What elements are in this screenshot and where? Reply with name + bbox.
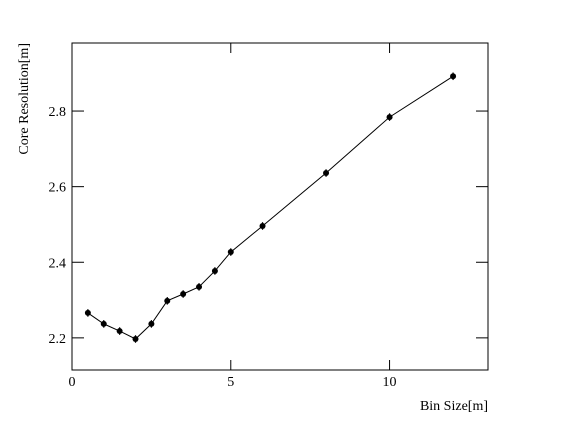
data-point (196, 283, 203, 290)
data-point (180, 291, 187, 298)
data-point (84, 309, 91, 316)
y-axis-label: Core Resolution[m] (17, 43, 32, 155)
data-point (164, 297, 171, 304)
x-tick-label: 0 (69, 375, 76, 390)
data-point (323, 170, 330, 177)
data-point (100, 320, 107, 327)
x-tick-label: 5 (227, 375, 234, 390)
series-line (87, 75, 454, 340)
y-tick-label: 2.4 (49, 256, 67, 271)
data-point (386, 114, 393, 121)
data-point (148, 320, 155, 327)
y-tick-label: 2.8 (49, 105, 67, 120)
x-axis-label: Bin Size[m] (420, 399, 488, 414)
data-point (227, 249, 234, 256)
data-point (450, 73, 457, 80)
x-tick-label: 10 (383, 375, 397, 390)
y-tick-label: 2.6 (49, 181, 67, 196)
y-tick-label: 2.2 (49, 332, 67, 347)
data-point (116, 328, 123, 335)
data-point (211, 267, 218, 274)
data-point (132, 336, 139, 343)
frame (71, 42, 489, 371)
data-point (259, 222, 266, 229)
